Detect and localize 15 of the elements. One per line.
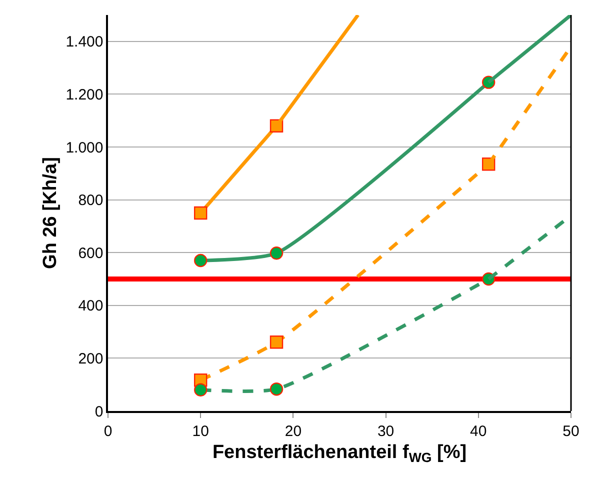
y-axis-title: Gh 26 [Kh/a] [40,157,62,269]
y-tick-label: 600 [78,244,104,262]
y-tick-label: 1.400 [66,34,104,51]
x-tick-label: 40 [470,422,487,440]
y-tick-label: 1.200 [66,86,104,104]
x-axis-title: Fensterflächenanteil f$_{WG}$ [%] [212,442,467,466]
y-tick-label: 800 [78,192,104,210]
y-tick-label: 0 [94,403,104,420]
x-tick-label: 20 [284,422,302,440]
x-tick-label: 30 [377,422,394,440]
x-tick-label: 10 [192,422,209,440]
x-tick-label: 50 [562,422,580,440]
y-tick-label: 400 [78,298,104,315]
y-tick-label: 200 [78,350,104,368]
y-tick-label: 1.000 [66,139,104,156]
